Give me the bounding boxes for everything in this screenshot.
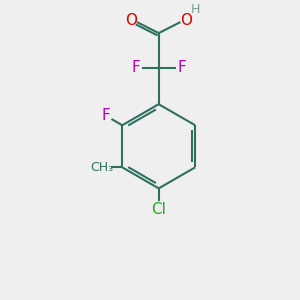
Text: F: F bbox=[131, 60, 140, 75]
Text: Cl: Cl bbox=[151, 202, 166, 217]
Text: O: O bbox=[180, 14, 192, 28]
Text: H: H bbox=[191, 3, 200, 16]
Text: O: O bbox=[125, 13, 137, 28]
Text: F: F bbox=[101, 108, 110, 123]
Text: F: F bbox=[178, 60, 186, 75]
Text: CH₃: CH₃ bbox=[90, 161, 113, 174]
